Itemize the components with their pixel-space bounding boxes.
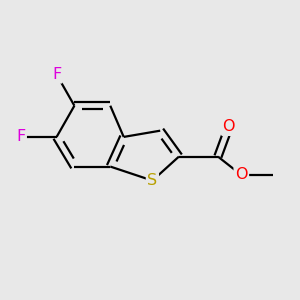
- Text: O: O: [235, 167, 248, 182]
- Text: F: F: [16, 129, 26, 144]
- Text: S: S: [147, 173, 158, 188]
- Text: F: F: [52, 67, 61, 82]
- Text: O: O: [223, 119, 235, 134]
